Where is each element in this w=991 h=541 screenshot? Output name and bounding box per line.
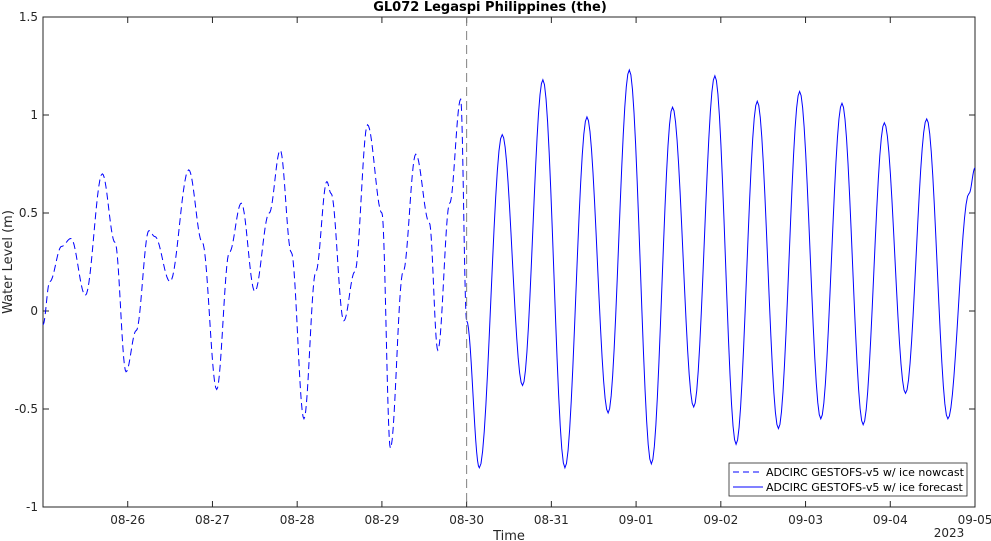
nowcast-series-line <box>42 97 468 450</box>
x-tick-label: 09-02 <box>703 513 738 527</box>
x-tick-label: 09-04 <box>873 513 908 527</box>
legend: ADCIRC GESTOFS-v5 w/ ice nowcast ADCIRC … <box>728 462 968 497</box>
x-tick-label: 09-01 <box>619 513 654 527</box>
x-tick-label: 08-28 <box>280 513 315 527</box>
y-tick-label: 1.5 <box>19 10 38 24</box>
chart-title: GL072 Legaspi Philippines (the) <box>373 0 607 15</box>
y-tick-labels: -1 -0.5 0 0.5 1 1.5 <box>15 10 38 514</box>
axis-ticks <box>43 16 976 508</box>
legend-box <box>728 462 968 497</box>
y-tick-label: -1 <box>26 500 38 514</box>
x-tick-label: 09-05 <box>958 513 991 527</box>
plot-area <box>42 16 976 508</box>
y-tick-label: 0 <box>30 304 38 318</box>
y-tick-label: -0.5 <box>15 402 38 416</box>
x-tick-label: 08-27 <box>195 513 230 527</box>
x-axis-title: Time <box>492 529 525 541</box>
year-label: 2023 <box>934 526 965 540</box>
x-tick-label: 08-29 <box>364 513 399 527</box>
x-tick-label: 09-03 <box>788 513 823 527</box>
y-axis-title: Water Level (m) <box>1 210 16 314</box>
x-tick-label: 08-31 <box>534 513 569 527</box>
x-tick-label: 08-30 <box>449 513 484 527</box>
x-tick-labels: 08-26 08-27 08-28 08-29 08-30 08-31 09-01 09-02… <box>110 513 991 527</box>
y-tick-label: 1 <box>30 108 38 122</box>
x-tick-label: 08-26 <box>110 513 145 527</box>
series-lines <box>42 68 976 470</box>
forecast-series-line <box>466 68 976 470</box>
y-tick-label: 0.5 <box>19 206 38 220</box>
legend-nowcast-label: ADCIRC GESTOFS-v5 w/ ice nowcast <box>766 466 965 479</box>
legend-forecast-label: ADCIRC GESTOFS-v5 w/ ice forecast <box>766 481 964 494</box>
